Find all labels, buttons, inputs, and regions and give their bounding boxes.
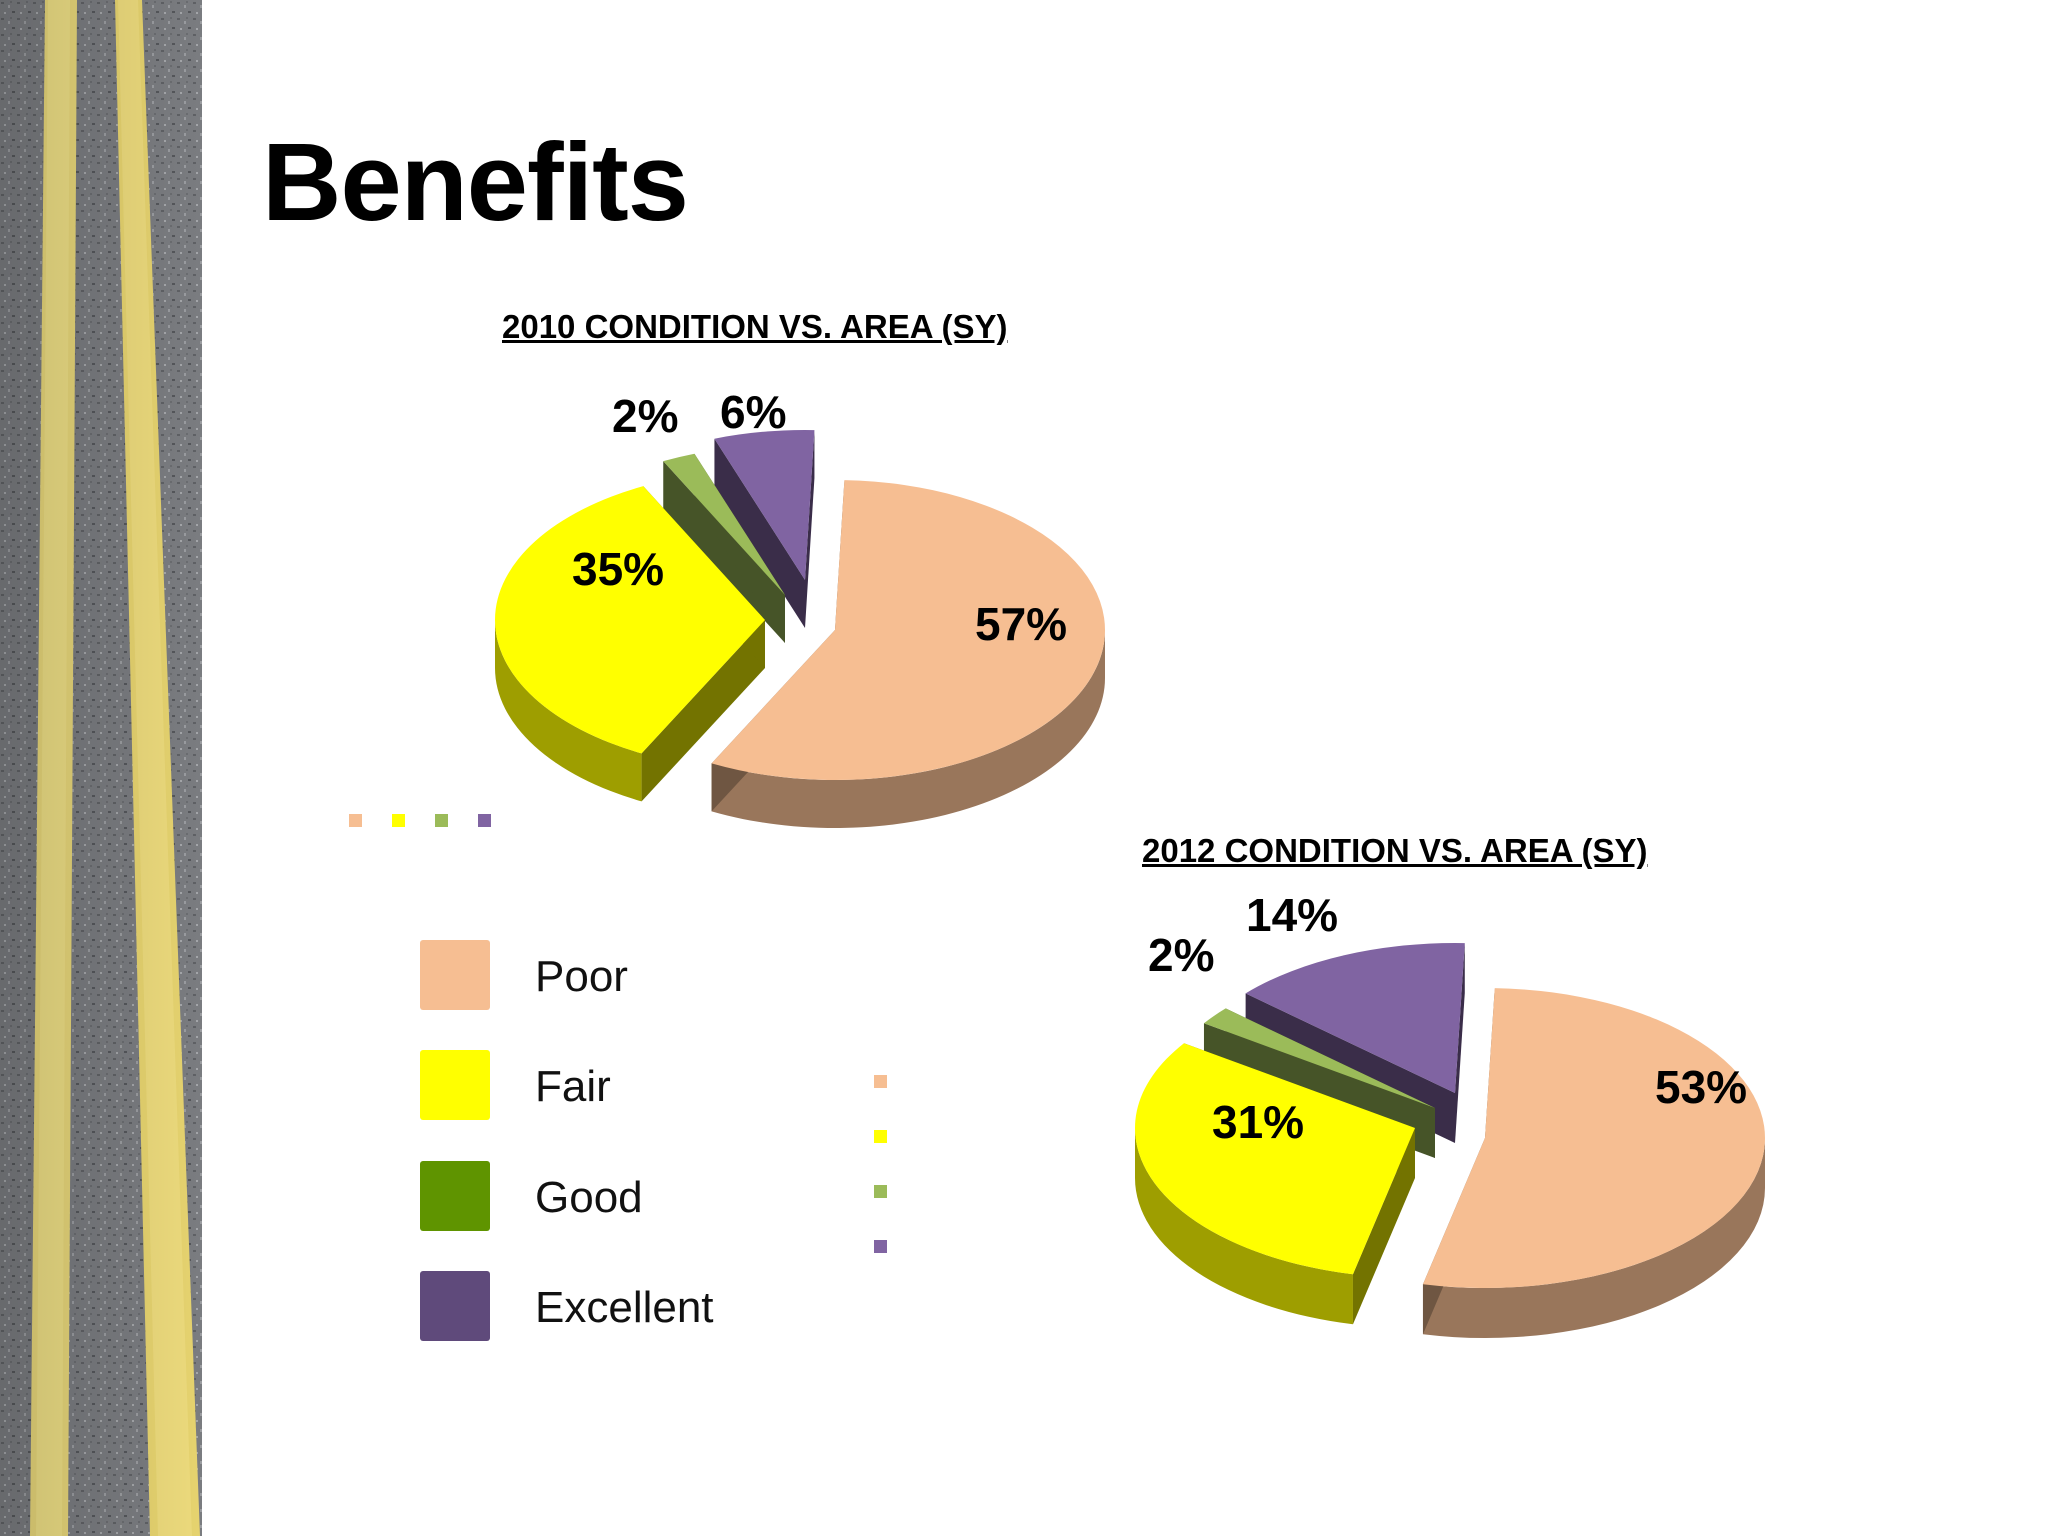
pie-slice-2010-fair	[494, 486, 765, 802]
legend-item-poor: Poor	[420, 940, 820, 1010]
mini-marker-poor-2	[874, 1075, 887, 1088]
chart-2010-title: 2010 CONDITION VS. AREA (SY)	[502, 308, 1008, 345]
legend-label-good: Good	[535, 1173, 643, 1222]
data-label-2010-good: 2%	[612, 390, 678, 442]
data-label-2010-poor: 57%	[975, 598, 1067, 650]
pie-slice-2012-poor	[1422, 988, 1766, 1338]
slide-title: Benefits	[262, 121, 689, 244]
legend-swatch-excellent	[420, 1271, 490, 1341]
legend-label-excellent: Excellent	[535, 1283, 714, 1332]
pie-slice-2010-poor	[711, 480, 1105, 829]
legend-swatch-fair	[420, 1050, 490, 1120]
pie-slice-2010-excellent	[714, 430, 815, 628]
pie-slice-2012-fair	[1135, 1043, 1415, 1325]
mini-marker-good-1	[435, 814, 448, 827]
pie-slice-2012-good	[1203, 1008, 1435, 1158]
chart-2012-title: 2012 CONDITION VS. AREA (SY)	[1142, 832, 1648, 869]
mini-marker-fair-2	[874, 1130, 887, 1143]
legend-swatch-poor	[420, 940, 490, 1010]
data-label-2012-excellent: 14%	[1246, 889, 1338, 941]
data-label-2012-good: 2%	[1148, 929, 1214, 981]
pie-chart-2012: 53% 31% 2% 14%	[1135, 889, 1766, 1338]
mini-marker-poor-1	[349, 814, 362, 827]
data-label-2010-fair: 35%	[572, 543, 664, 595]
legend-item-fair: Fair	[420, 1050, 820, 1120]
legend-swatch-good	[420, 1161, 490, 1231]
pie-slice-2012-excellent	[1245, 943, 1465, 1143]
legend-label-fair: Fair	[535, 1062, 611, 1111]
mini-marker-good-2	[874, 1185, 887, 1198]
legend-item-excellent: Excellent	[420, 1271, 820, 1341]
mini-marker-excellent-1	[478, 814, 491, 827]
legend-item-good: Good	[420, 1161, 820, 1231]
data-label-2012-fair: 31%	[1212, 1096, 1304, 1148]
mini-marker-excellent-2	[874, 1240, 887, 1253]
pie-chart-2010: 57% 35% 2% 6%	[494, 386, 1105, 829]
data-label-2010-excellent: 6%	[720, 386, 786, 438]
data-label-2012-poor: 53%	[1655, 1061, 1747, 1113]
pie-slice-2010-good	[663, 453, 785, 643]
mini-marker-fair-1	[392, 814, 405, 827]
road-photo	[0, 0, 202, 1536]
legend-label-poor: Poor	[535, 952, 628, 1001]
